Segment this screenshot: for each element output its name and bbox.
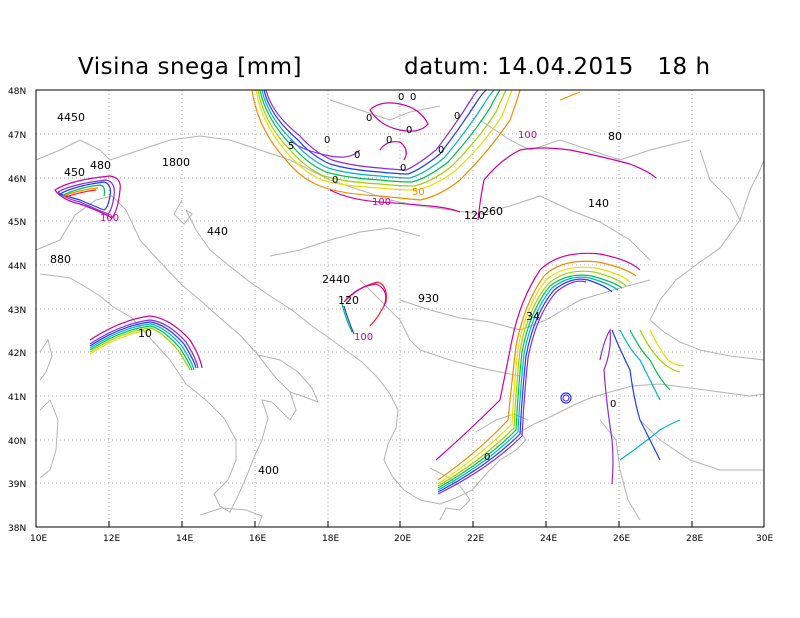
point-value: 260: [482, 205, 503, 218]
lat-label: 43N: [8, 306, 26, 316]
map-title: Visina snega [mm]: [78, 54, 302, 80]
contour-label: 100: [372, 197, 391, 208]
contour-label: 0: [398, 92, 404, 103]
point-value: 450: [64, 166, 85, 179]
point-values: 4450 1800 450 480 440 880 2440 120 930 4…: [50, 111, 622, 477]
contour-label: 100: [354, 332, 373, 343]
contour-label: 0: [438, 145, 444, 156]
lat-label: 38N: [8, 524, 26, 534]
contour-labels: 100 100 100 100 50 0 0 0 0 0 0 0 0 0 0 0…: [100, 92, 616, 463]
contour-label: 0: [410, 92, 416, 103]
contour-label: 0: [454, 111, 460, 122]
contour-label: 0: [484, 452, 490, 463]
point-value: 1800: [162, 156, 190, 169]
lon-label: 28E: [686, 534, 703, 544]
lon-label: 10E: [30, 534, 47, 544]
lon-label: 16E: [249, 534, 266, 544]
lat-label: 39N: [8, 480, 26, 490]
lon-label: 14E: [176, 534, 193, 544]
contour-label: 0: [332, 175, 338, 186]
contour-label: 0: [610, 399, 616, 410]
point-value: 2440: [322, 273, 350, 286]
lat-label: 40N: [8, 437, 26, 447]
point-value: 140: [588, 197, 609, 210]
date-label: datum: 14.04.2015 18 h: [404, 54, 711, 80]
point-value: 440: [207, 225, 228, 238]
contour-label: 50: [412, 187, 425, 198]
lat-label: 47N: [8, 131, 26, 141]
lat-label: 46N: [8, 175, 26, 185]
lon-label: 30E: [756, 534, 773, 544]
frame-ticks: [35, 521, 765, 527]
contour-label: 0: [406, 125, 412, 136]
lat-labels: 48N 47N 46N 45N 44N 43N 42N 41N 40N 39N …: [8, 87, 26, 534]
lon-label: 20E: [394, 534, 411, 544]
lon-label: 26E: [613, 534, 630, 544]
lon-label: 12E: [103, 534, 120, 544]
point-value: 400: [258, 464, 279, 477]
point-value: 880: [50, 253, 71, 266]
lat-label: 44N: [8, 262, 26, 272]
contour-label: 5: [288, 141, 294, 152]
lon-label: 22E: [467, 534, 484, 544]
point-value: 120: [464, 209, 485, 222]
point-value: 4450: [57, 111, 85, 124]
lat-label: 48N: [8, 87, 26, 97]
point-value: 80: [608, 130, 622, 143]
graticule: [36, 90, 764, 527]
snow-contours: [54, 89, 685, 495]
contour-label: 100: [518, 130, 537, 141]
lon-labels: 10E 12E 14E 16E 18E 20E 22E 24E 26E 28E …: [30, 534, 773, 544]
lat-label: 45N: [8, 218, 26, 228]
contour-label: 0: [324, 135, 330, 146]
point-value: 34: [526, 310, 540, 323]
point-value: 120: [338, 294, 359, 307]
lon-label: 24E: [540, 534, 557, 544]
contour-label: 100: [100, 213, 119, 224]
contour-label: 0: [366, 113, 372, 124]
lat-label: 42N: [8, 349, 26, 359]
point-value: 930: [418, 292, 439, 305]
contour-label: 0: [354, 150, 360, 161]
point-value: 480: [90, 159, 111, 172]
lon-label: 18E: [322, 534, 339, 544]
contour-label: 0: [386, 135, 392, 146]
point-value: 10: [138, 327, 152, 340]
contour-label: 0: [400, 163, 406, 174]
coastlines: [35, 99, 765, 528]
lat-label: 41N: [8, 393, 26, 403]
